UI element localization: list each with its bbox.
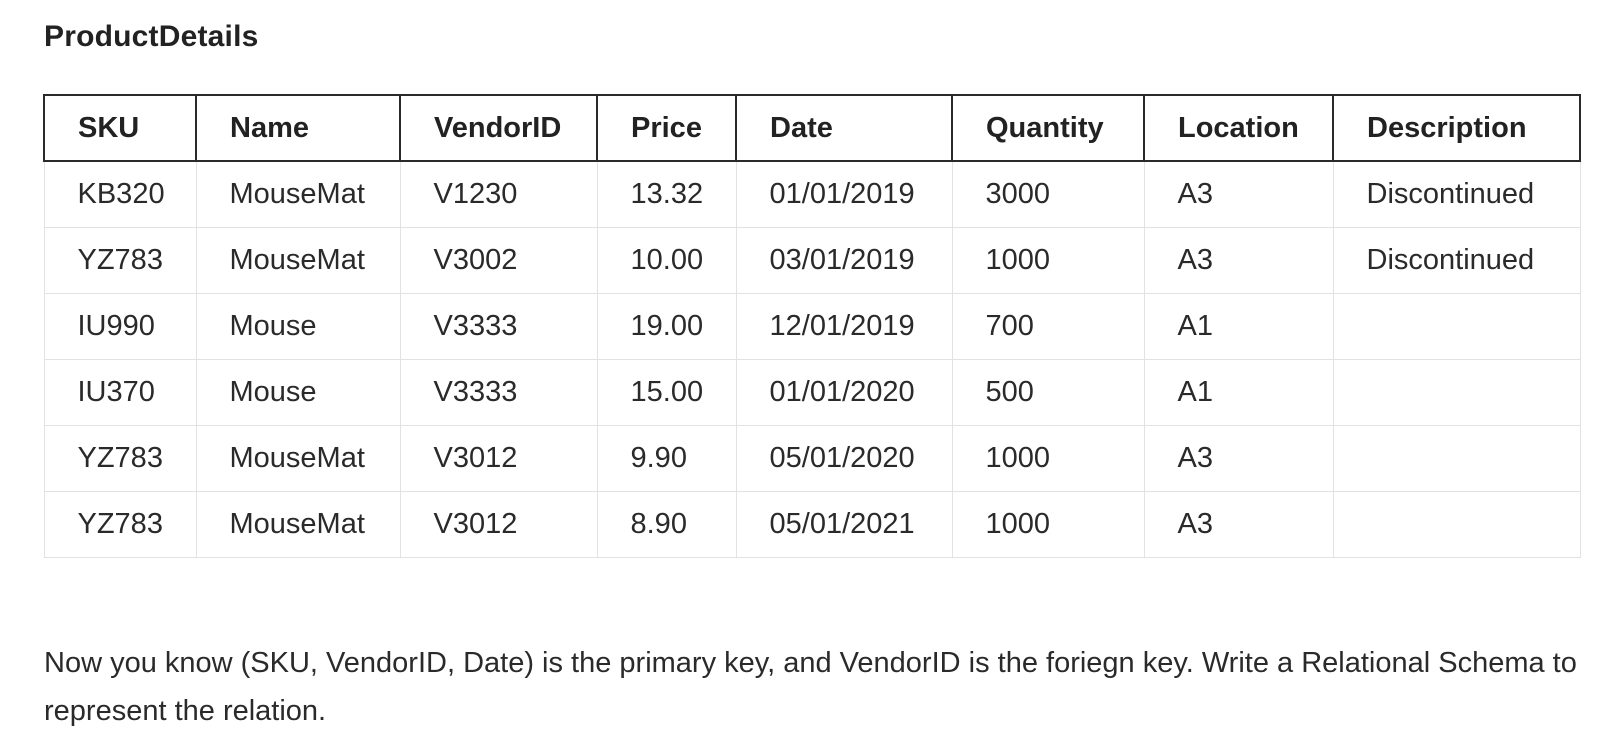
cell-description (1332, 490, 1581, 558)
cell-description: Discontinued (1332, 160, 1581, 228)
cell-location: A3 (1143, 160, 1334, 228)
table-title: ProductDetails (44, 20, 259, 53)
cell-vendorid: V3333 (399, 358, 598, 426)
cell-quantity: 3000 (951, 160, 1145, 228)
cell-date: 01/01/2020 (735, 358, 953, 426)
cell-location: A3 (1143, 424, 1334, 492)
instruction-text: Now you know (SKU, VendorID, Date) is th… (44, 647, 1577, 727)
cell-sku: YZ783 (43, 424, 197, 492)
cell-date: 03/01/2019 (735, 226, 953, 294)
product-details-table: SKU Name VendorID Price Date Quantity Lo… (43, 94, 1581, 558)
table-row: IU990 Mouse V3333 19.00 12/01/2019 700 A… (43, 292, 1581, 360)
table-row: YZ783 MouseMat V3002 10.00 03/01/2019 10… (43, 226, 1581, 294)
cell-quantity: 1000 (951, 226, 1145, 294)
cell-name: MouseMat (195, 160, 401, 228)
cell-location: A1 (1143, 358, 1334, 426)
header-description: Description (1332, 94, 1581, 162)
header-vendorid: VendorID (399, 94, 598, 162)
cell-name: MouseMat (195, 490, 401, 558)
cell-vendorid: V1230 (399, 160, 598, 228)
cell-vendorid: V3002 (399, 226, 598, 294)
cell-name: Mouse (195, 358, 401, 426)
cell-sku: YZ783 (43, 490, 197, 558)
header-row: SKU Name VendorID Price Date Quantity Lo… (43, 94, 1581, 162)
cell-description (1332, 292, 1581, 360)
cell-price: 19.00 (596, 292, 737, 360)
cell-description (1332, 358, 1581, 426)
cell-price: 10.00 (596, 226, 737, 294)
cell-vendorid: V3012 (399, 490, 598, 558)
cell-sku: KB320 (43, 160, 197, 228)
cell-price: 9.90 (596, 424, 737, 492)
table-row: YZ783 MouseMat V3012 9.90 05/01/2020 100… (43, 424, 1581, 492)
table-row: IU370 Mouse V3333 15.00 01/01/2020 500 A… (43, 358, 1581, 426)
cell-price: 13.32 (596, 160, 737, 228)
cell-sku: YZ783 (43, 226, 197, 294)
cell-sku: IU370 (43, 358, 197, 426)
header-name: Name (195, 94, 401, 162)
cell-quantity: 500 (951, 358, 1145, 426)
cell-vendorid: V3333 (399, 292, 598, 360)
header-sku: SKU (43, 94, 197, 162)
cell-date: 01/01/2019 (735, 160, 953, 228)
header-price: Price (596, 94, 737, 162)
cell-description: Discontinued (1332, 226, 1581, 294)
cell-location: A3 (1143, 490, 1334, 558)
header-date: Date (735, 94, 953, 162)
cell-price: 8.90 (596, 490, 737, 558)
cell-name: MouseMat (195, 424, 401, 492)
table-row: KB320 MouseMat V1230 13.32 01/01/2019 30… (43, 160, 1581, 228)
cell-date: 12/01/2019 (735, 292, 953, 360)
table-row: YZ783 MouseMat V3012 8.90 05/01/2021 100… (43, 490, 1581, 558)
cell-quantity: 1000 (951, 424, 1145, 492)
cell-name: Mouse (195, 292, 401, 360)
header-quantity: Quantity (951, 94, 1145, 162)
cell-location: A3 (1143, 226, 1334, 294)
cell-price: 15.00 (596, 358, 737, 426)
header-location: Location (1143, 94, 1334, 162)
cell-description (1332, 424, 1581, 492)
cell-quantity: 1000 (951, 490, 1145, 558)
cell-date: 05/01/2020 (735, 424, 953, 492)
cell-vendorid: V3012 (399, 424, 598, 492)
cell-quantity: 700 (951, 292, 1145, 360)
cell-date: 05/01/2021 (735, 490, 953, 558)
cell-name: MouseMat (195, 226, 401, 294)
cell-location: A1 (1143, 292, 1334, 360)
cell-sku: IU990 (43, 292, 197, 360)
